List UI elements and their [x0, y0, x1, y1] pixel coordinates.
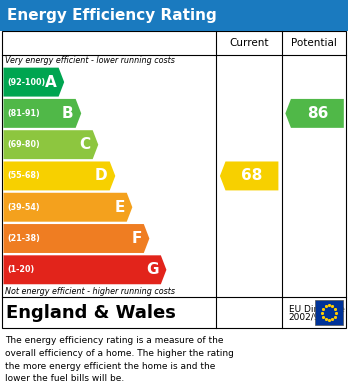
- Text: Current: Current: [229, 38, 269, 48]
- Polygon shape: [220, 161, 278, 190]
- Text: E: E: [114, 200, 125, 215]
- Text: A: A: [45, 75, 56, 90]
- Text: EU Directive: EU Directive: [289, 305, 345, 314]
- Text: England & Wales: England & Wales: [6, 304, 176, 322]
- Polygon shape: [3, 255, 166, 284]
- Text: 68: 68: [241, 169, 263, 183]
- Text: (92-100): (92-100): [8, 77, 46, 87]
- Polygon shape: [3, 193, 132, 222]
- Text: Very energy efficient - lower running costs: Very energy efficient - lower running co…: [5, 56, 175, 65]
- Text: C: C: [79, 137, 90, 152]
- Text: The energy efficiency rating is a measure of the
overall efficiency of a home. T: The energy efficiency rating is a measur…: [5, 336, 234, 384]
- Text: D: D: [95, 169, 108, 183]
- Polygon shape: [3, 224, 149, 253]
- Text: Energy Efficiency Rating: Energy Efficiency Rating: [7, 8, 217, 23]
- Polygon shape: [3, 68, 64, 97]
- Text: (39-54): (39-54): [8, 203, 40, 212]
- Text: Not energy efficient - higher running costs: Not energy efficient - higher running co…: [5, 287, 175, 296]
- Text: G: G: [146, 262, 159, 277]
- Text: (55-68): (55-68): [8, 171, 40, 181]
- Text: F: F: [131, 231, 142, 246]
- Bar: [0, 0, 348, 31]
- Polygon shape: [3, 161, 115, 190]
- Bar: [2, 31, 346, 328]
- Text: (69-80): (69-80): [8, 140, 40, 149]
- Text: (81-91): (81-91): [8, 109, 40, 118]
- Text: 2002/91/EC: 2002/91/EC: [289, 312, 341, 321]
- Text: (1-20): (1-20): [8, 265, 35, 274]
- Text: B: B: [62, 106, 73, 121]
- Bar: [315, 300, 343, 325]
- Polygon shape: [3, 130, 98, 159]
- Polygon shape: [3, 99, 81, 128]
- Text: 86: 86: [307, 106, 328, 121]
- Text: (21-38): (21-38): [8, 234, 40, 243]
- Text: Potential: Potential: [291, 38, 337, 48]
- Polygon shape: [285, 99, 344, 128]
